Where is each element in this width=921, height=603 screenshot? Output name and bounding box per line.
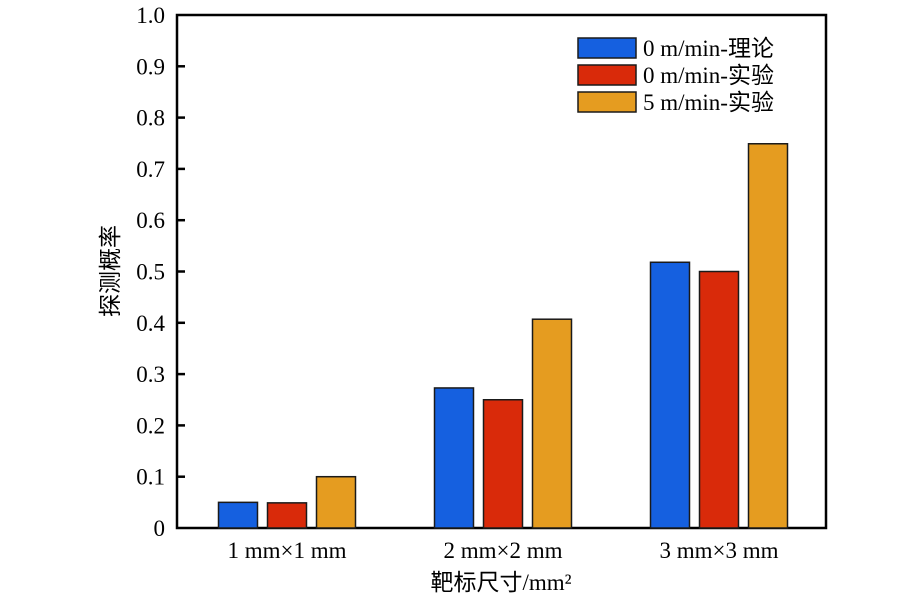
y-tick-label: 0.6 [136,208,165,233]
y-tick-label: 0.4 [136,311,165,336]
legend-label: 5 m/min-实验 [643,90,774,115]
x-axis: 1 mm×1 mm 2 mm×2 mm 3 mm×3 mm [227,538,778,563]
y-axis-title: 探测概率 [98,225,123,317]
bar-2-2 [482,399,524,529]
y-tick-label: 1.0 [136,3,165,28]
bar-3-2 [698,270,740,529]
y-tick-label: 0.7 [136,157,165,182]
y-axis: 0 0.1 0.2 0.3 0.4 0.5 0.6 0.7 0.8 0.9 1.0 [136,3,185,541]
legend-swatch [577,64,637,86]
y-tick-label: 0.1 [136,465,165,490]
y-tick-label: 0.8 [136,106,165,131]
x-axis-title: 靶标尺寸/mm² [430,570,571,595]
y-tick-label: 0.9 [136,54,165,79]
bar-1-1 [217,501,259,529]
bar-2-1 [433,387,475,529]
y-tick-label: 0 [154,516,166,541]
legend-label: 0 m/min-实验 [643,63,774,88]
bars [217,143,789,529]
bar-3-3 [747,143,789,529]
y-tick-label: 0.5 [136,260,165,285]
legend: 0 m/min-理论0 m/min-实验5 m/min-实验 [577,36,774,115]
bar-1-3 [315,475,357,529]
y-tick-label: 0.3 [136,362,165,387]
x-tick-label: 1 mm×1 mm [227,538,346,563]
x-tick-label: 2 mm×2 mm [443,538,562,563]
bar-1-2 [266,502,308,529]
y-tick-label: 0.2 [136,413,165,438]
legend-swatch [577,37,637,59]
bar-2-3 [531,318,573,529]
legend-label: 0 m/min-理论 [643,36,774,61]
x-tick-label: 3 mm×3 mm [659,538,778,563]
legend-swatch [577,91,637,113]
bar-3-1 [649,261,691,529]
